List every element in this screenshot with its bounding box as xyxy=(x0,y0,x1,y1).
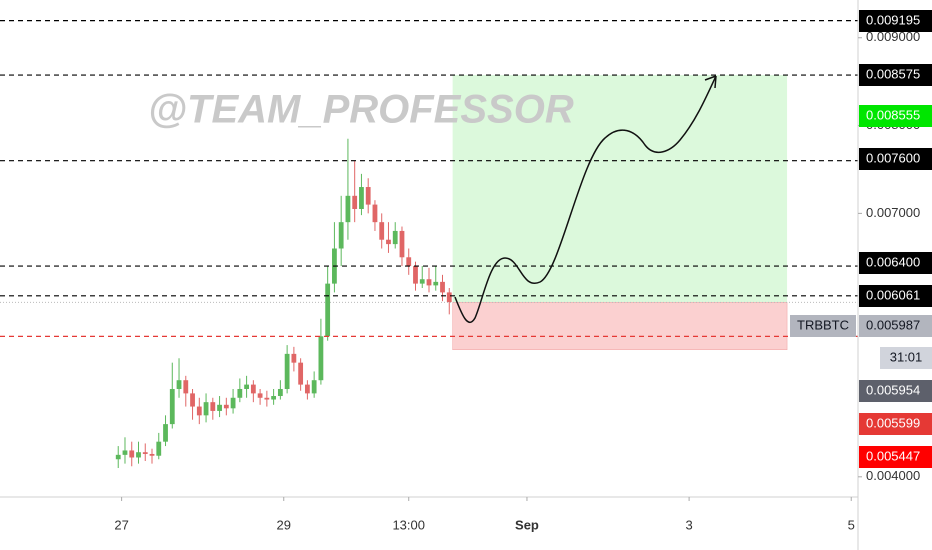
marker-label: 31:01 xyxy=(890,349,923,364)
marker-badge xyxy=(859,315,932,337)
candle-body xyxy=(129,450,135,458)
candle-body xyxy=(413,266,418,284)
candle-body xyxy=(318,336,324,381)
candle-body xyxy=(440,281,445,293)
candle-body xyxy=(338,222,344,249)
x-tick-label: 3 xyxy=(685,517,692,532)
candle-body xyxy=(230,397,236,409)
price-badge-label: 0.006400 xyxy=(866,254,920,269)
candle-body xyxy=(250,384,256,394)
y-tick-label: 0.004000 xyxy=(866,468,920,483)
symbol-label: TRBBTC xyxy=(797,317,849,332)
candle-body xyxy=(183,380,189,394)
candle-body xyxy=(203,402,209,416)
candle-body xyxy=(311,380,317,394)
stop-zone xyxy=(452,302,788,350)
price-badge-label: 0.006061 xyxy=(866,287,920,302)
candle-body xyxy=(359,187,364,209)
marker-badge xyxy=(859,105,932,127)
candle-body xyxy=(277,388,283,397)
candle-body xyxy=(271,396,277,400)
candle-body xyxy=(419,279,425,284)
marker-badge xyxy=(880,347,932,369)
candle-body xyxy=(237,388,243,398)
candle-body xyxy=(163,424,168,442)
price-badge xyxy=(859,148,932,170)
candle-body xyxy=(244,384,249,389)
candle-body xyxy=(257,393,263,398)
candle-body xyxy=(156,441,162,456)
marker-badge xyxy=(859,380,932,402)
candle-body xyxy=(210,402,216,411)
candle-body xyxy=(190,393,195,407)
price-badge-label: 0.009195 xyxy=(866,12,920,27)
forecast-arrow xyxy=(454,75,717,324)
candle-body xyxy=(426,279,432,286)
candle-body xyxy=(122,450,128,455)
candle-body xyxy=(379,222,385,240)
x-tick-label: 5 xyxy=(848,517,855,532)
candle-body xyxy=(345,195,351,223)
watermark: @TEAM_PROFESSOR xyxy=(148,88,574,132)
candle-body xyxy=(365,187,371,205)
candle-body xyxy=(196,406,202,416)
candle-body xyxy=(149,453,155,456)
marker-badge xyxy=(859,446,932,468)
candle-body xyxy=(352,195,358,209)
y-tick-label: 0.007000 xyxy=(866,205,920,220)
x-tick-label: 13:00 xyxy=(392,517,425,532)
candle-body xyxy=(291,353,297,363)
price-badge xyxy=(859,413,932,435)
marker-label: 0.005447 xyxy=(866,448,920,463)
candle-body xyxy=(325,283,331,337)
candle-body xyxy=(406,257,412,267)
price-badge-label: 0.008575 xyxy=(866,66,920,81)
candle-body xyxy=(392,230,398,245)
candle-body xyxy=(169,388,175,425)
candle-body xyxy=(298,362,304,385)
price-badge xyxy=(859,64,932,86)
plot-area xyxy=(0,20,858,469)
candle-body xyxy=(372,204,378,223)
candle-body xyxy=(264,397,270,400)
candle-body xyxy=(399,230,405,258)
target-zone xyxy=(452,75,788,303)
price-axis: 0.0090000.0080000.0070000.0040000.009195… xyxy=(790,10,932,483)
candle-body xyxy=(217,404,222,411)
candle-body xyxy=(386,239,391,245)
price-badge xyxy=(859,285,932,307)
candle-body xyxy=(284,353,290,389)
candle-body xyxy=(176,380,182,389)
candle-body xyxy=(142,452,148,454)
x-tick-label: Sep xyxy=(515,517,539,532)
candle-body xyxy=(223,404,229,409)
candle-body xyxy=(433,281,439,286)
y-tick-label: 0.009000 xyxy=(866,29,920,44)
marker-label: 0.005954 xyxy=(866,382,920,397)
candle-body xyxy=(115,454,121,460)
price-badge-label: 0.005599 xyxy=(866,415,920,430)
marker-label: 0.005987 xyxy=(866,317,920,332)
x-tick-label: 29 xyxy=(277,517,291,532)
price-badge xyxy=(859,252,932,274)
marker-label: 0.008555 xyxy=(866,107,920,122)
candle-body xyxy=(136,452,141,458)
x-tick-label: 27 xyxy=(114,517,128,532)
price-badge xyxy=(859,10,932,32)
symbol-badge xyxy=(790,315,856,337)
price-badge-label: 0.007600 xyxy=(866,150,920,165)
candle-body xyxy=(446,292,452,303)
candle-body xyxy=(304,384,310,394)
